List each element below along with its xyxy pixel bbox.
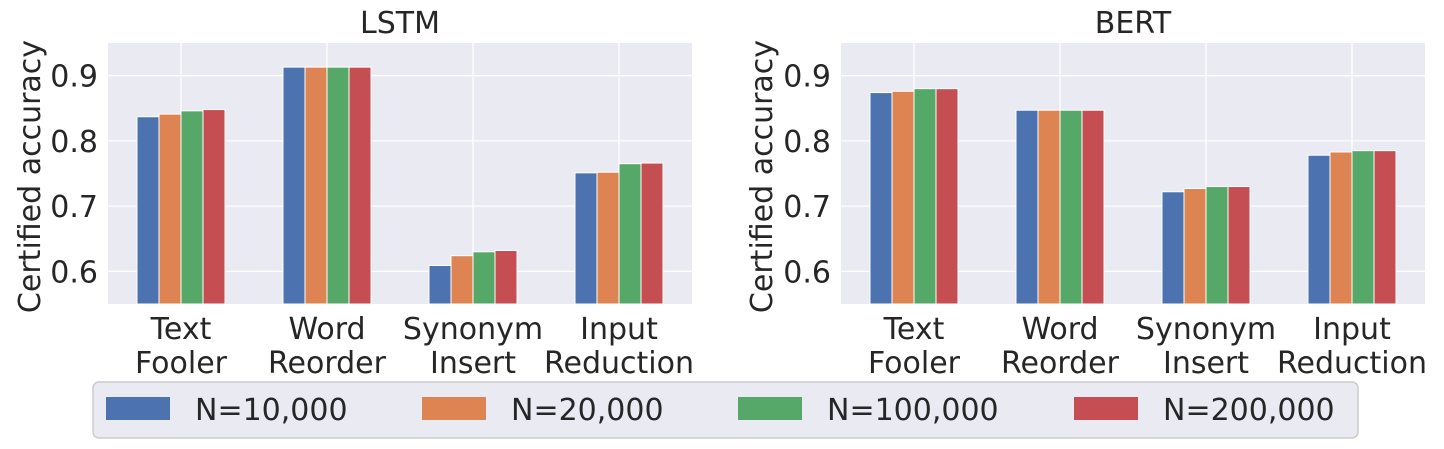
y-tick-label: 0.6 [50, 255, 98, 290]
legend-swatch [1074, 397, 1138, 420]
bar [202, 109, 226, 305]
bar [1227, 186, 1251, 305]
y-tick-label: 0.6 [783, 255, 831, 290]
y-tick-label: 0.8 [50, 125, 98, 160]
bar [494, 249, 518, 305]
legend-label: N=10,000 [195, 393, 348, 428]
bar [1373, 150, 1397, 305]
x-tick-label: Input [580, 312, 658, 347]
bar [428, 265, 452, 305]
bar [913, 88, 937, 305]
bar [1081, 109, 1105, 305]
bar [136, 116, 160, 305]
x-tick-label: Word [288, 312, 365, 347]
bar [1205, 186, 1229, 305]
x-tick-label: Fooler [135, 346, 228, 381]
bar [348, 66, 372, 305]
x-tick-label: Fooler [868, 346, 961, 381]
bar [891, 90, 915, 305]
x-tick-label: Text [883, 312, 945, 347]
y-axis-label: Certified accuracy [13, 40, 48, 313]
bar [472, 251, 496, 305]
legend-label: N=200,000 [1163, 393, 1335, 428]
chart-title: LSTM [360, 6, 440, 41]
legend-swatch [738, 397, 802, 420]
bar [304, 66, 328, 305]
x-tick-label: Reduction [1277, 346, 1427, 381]
bar [574, 172, 598, 305]
bar [1183, 188, 1207, 305]
x-tick-label: Word [1021, 312, 1098, 347]
bar [282, 66, 306, 305]
bar [158, 113, 182, 305]
bar [596, 171, 620, 305]
bar [1307, 154, 1331, 305]
chart-title: BERT [1095, 6, 1172, 41]
x-tick-label: Reorder [1001, 346, 1120, 381]
legend-swatch [422, 397, 486, 420]
bar [450, 255, 474, 305]
legend: N=10,000 N=20,000 N=100,000 N=200,000 [92, 381, 1359, 439]
x-tick-label: Reorder [268, 346, 387, 381]
y-tick-label: 0.9 [50, 60, 98, 95]
y-axis-label: Certified accuracy [745, 40, 780, 313]
legend-swatch [106, 397, 170, 420]
legend-label: N=20,000 [511, 393, 664, 428]
bar [1329, 151, 1353, 305]
bar [180, 110, 204, 305]
x-tick-label: Synonym [403, 312, 543, 347]
x-tick-label: Input [1313, 312, 1391, 347]
y-tick-label: 0.8 [783, 125, 831, 160]
bar [935, 88, 959, 305]
bar [326, 66, 350, 305]
legend-frame [92, 381, 1359, 439]
y-tick-label: 0.7 [50, 190, 98, 225]
y-tick-label: 0.7 [783, 190, 831, 225]
bar [1015, 109, 1039, 305]
x-tick-label: Insert [1163, 346, 1249, 381]
legend-label: N=100,000 [827, 393, 999, 428]
bar [1037, 109, 1061, 305]
x-tick-label: Text [150, 312, 212, 347]
x-tick-label: Insert [430, 346, 516, 381]
y-tick-label: 0.9 [783, 60, 831, 95]
bar [618, 163, 642, 305]
bar [640, 162, 664, 305]
bar [869, 92, 893, 305]
x-tick-label: Reduction [544, 346, 694, 381]
bar [1059, 109, 1083, 305]
x-tick-label: Synonym [1136, 312, 1276, 347]
bar [1161, 191, 1185, 305]
bar [1351, 150, 1375, 305]
